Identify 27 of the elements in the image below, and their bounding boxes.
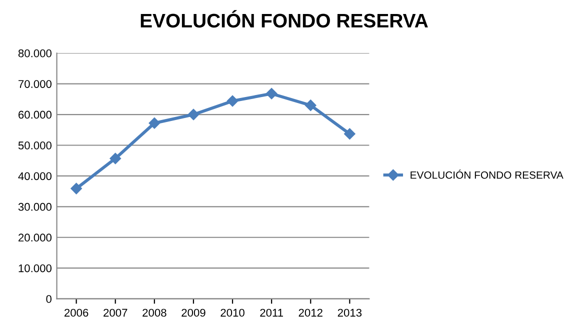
point [148,118,160,129]
point [188,108,200,120]
point [305,100,316,111]
point [344,128,356,140]
y-tick-label: 0 [46,295,52,303]
x-tick-label: 2013 [338,308,362,317]
y-tick-label: 30.000 [18,202,52,211]
x-tick-label: 2008 [142,308,166,317]
legend-label: EVOLUCIÓN FONDO RESERVA [410,170,564,179]
point [226,95,238,107]
x-tick-label: 2011 [260,308,283,317]
y-tick-label: 20.000 [18,234,52,242]
point [266,88,278,100]
x-tick-label: 2010 [220,308,244,317]
chart-title: EVOLUCIÓN FONDO RESERVA [140,10,428,28]
y-tick-label: 10.000 [18,264,52,272]
point [110,152,121,164]
x-tick-label: 2006 [64,308,88,317]
x-tick-label: 2007 [104,308,128,317]
x-tick-label: 2012 [298,308,322,317]
y-tick-label: 60.000 [18,110,52,119]
y-tick-label: 50.000 [18,142,52,150]
y-tick-label: 80.000 [18,49,52,58]
point [70,182,82,194]
y-tick-label: 40.000 [18,172,52,180]
x-tick-label: 2009 [182,308,206,317]
y-tick-label: 70.000 [18,80,52,88]
